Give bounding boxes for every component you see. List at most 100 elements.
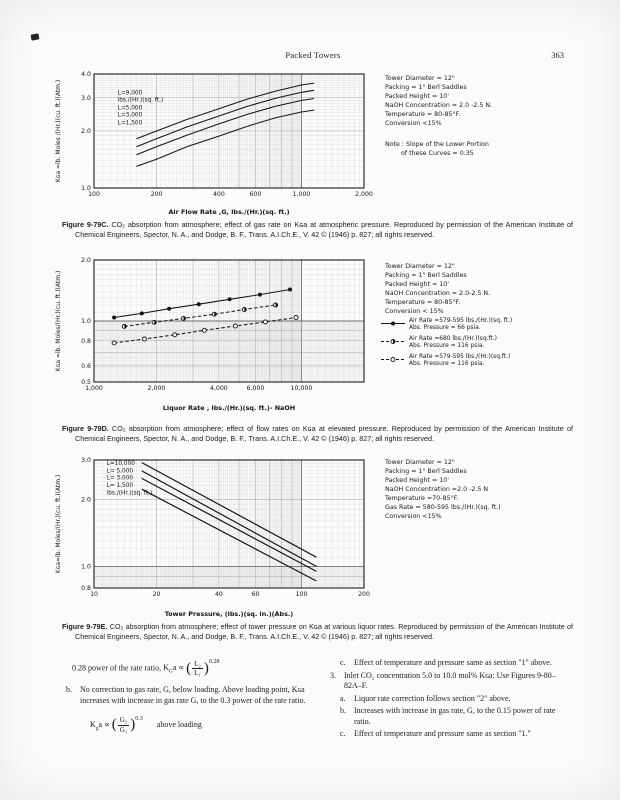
- open-circle-marker-icon: [380, 354, 406, 369]
- text-line: NaOH Concentration = 2.0 -2.5 N.: [385, 102, 493, 109]
- figure-9-79e-caption: Figure 9-79E. CO₂ absorption from atmosp…: [62, 622, 573, 641]
- list-item: b. Increases with increase in gas rate, G…: [340, 706, 568, 727]
- legend-line1: Air Rate =579-595 lbs./(Hr.)(sq.ft.): [409, 353, 511, 360]
- svg-text:2.0: 2.0: [81, 497, 91, 504]
- text-line: Packing = 1" Berl Saddles: [385, 272, 467, 279]
- figure-9-79d-legend: Air Rate =579-595 lbs./(Hr.)(sq. ft.) Abs…: [380, 318, 572, 371]
- figure-9-79d-conditions: Tower Diameter = 12" Packing = 1" Berl Sa…: [385, 262, 571, 316]
- svg-text:100: 100: [88, 191, 100, 198]
- svg-text:Air Flow Rate ,G, lbs./(Hr.)(s: Air Flow Rate ,G, lbs./(Hr.)(sq. ft.): [168, 208, 289, 216]
- caption-label: Figure 9-79D.: [62, 424, 109, 433]
- filled-circle-marker-icon: [380, 318, 406, 333]
- legend-entry: Air Rate =579-595 lbs./(Hr.)(sq. ft.) Abs…: [380, 318, 572, 333]
- svg-text:400: 400: [213, 191, 225, 198]
- list-text: No correction to gas rate, G, below load…: [80, 685, 306, 705]
- figure-9-79d-chart: 1,000 2,000 4,000 6,000 10,000 0.5 0.6 0.8 1.0 2.…: [55, 257, 365, 412]
- caption-label: Figure 9-79E.: [62, 622, 108, 631]
- list-marker: 3.: [330, 670, 336, 680]
- svg-text:L=10,000: L=10,000: [107, 461, 136, 467]
- svg-text:L= 3,000: L= 3,000: [107, 476, 134, 482]
- text-line: Temperature = 80-85°F.: [385, 299, 461, 306]
- open-paren: (: [186, 660, 192, 677]
- caption-text: CO₂ absorption from atmosphere; effect o…: [75, 622, 574, 641]
- text-line: NaOH Concentration = 2.0-2.5 N.: [385, 290, 491, 297]
- svg-text:2.0: 2.0: [81, 128, 91, 135]
- svg-text:1.0: 1.0: [81, 564, 91, 571]
- text-line: Tower Diameter = 12": [385, 75, 455, 82]
- svg-text:1,000: 1,000: [293, 191, 311, 198]
- list-marker: b.: [340, 706, 346, 715]
- svg-text:L= 5,000: L= 5,000: [107, 468, 134, 474]
- list-marker: b.: [66, 685, 72, 695]
- list-item: 3. Inlet CO₂ concentration 5.0 to 10.0 mo…: [330, 671, 568, 692]
- figure-9-79c-caption: Figure 9-79C. CO₂ absorption from atmosp…: [62, 220, 573, 239]
- list-text: Liquor rate correction follows section "…: [354, 693, 511, 703]
- text-line: of these Curves = 0.35: [401, 150, 474, 157]
- legend-line2: Abs. Pressure = 116 psia.: [409, 361, 485, 368]
- list-item: a. Liquor rate correction follows section…: [340, 694, 568, 705]
- list-item: c. Effect of temperature and pressure sam…: [340, 729, 568, 740]
- svg-text:10: 10: [90, 591, 98, 598]
- svg-text:20: 20: [153, 591, 161, 598]
- svg-text:lbs./(Hr.)(sq. ft.): lbs./(Hr.)(sq. ft.): [118, 98, 164, 104]
- ratio-fraction: G₂ G₁: [117, 716, 130, 734]
- svg-text:Tower Pressure, (lbs.)(sq. in.: Tower Pressure, (lbs.)(sq. in.)(Abs.): [165, 610, 294, 618]
- text-column-right: c. Effect of temperature and pressure sam…: [330, 658, 568, 742]
- page-number: 363: [551, 50, 564, 60]
- svg-text:0.5: 0.5: [81, 379, 91, 386]
- figure-9-79c-chart: 100 200 400 600 1,000 2,000 1.0 2.0 3.0 4.0 L=9,00…: [55, 71, 373, 216]
- text-line: Conversion < 15%: [385, 308, 444, 315]
- kga-term: KGa ∝: [163, 663, 185, 675]
- svg-text:Kɢa =lb. Moles /(Hr.)(cu. ft.): Kɢa =lb. Moles /(Hr.)(cu. ft.)(Atm.): [55, 80, 62, 183]
- caption-label: Figure 9-79C.: [62, 220, 109, 229]
- formula-prefix: 0.28 power of the rate ratio,: [72, 663, 162, 673]
- svg-text:100: 100: [296, 591, 308, 598]
- list-item-b: b. No correction to gas rate, G, below l…: [66, 685, 318, 706]
- list-text: Inlet CO₂ concentration 5.0 to 10.0 mol%…: [344, 670, 556, 691]
- svg-text:40: 40: [215, 591, 223, 598]
- list-marker: c.: [340, 658, 346, 667]
- svg-text:Kɢa=lb. Moles/(Hr.)(cu. ft.)(A: Kɢa=lb. Moles/(Hr.)(cu. ft.)(Atm.): [55, 475, 62, 574]
- svg-text:4.0: 4.0: [81, 71, 91, 78]
- open-paren: (: [111, 716, 117, 733]
- figure-9-79c-conditions: Tower Diameter = 12" Packing = 1" Berl Sa…: [385, 74, 571, 128]
- legend-entry: Air Rate =680 lbs./(Hr.)(sq.ft.) Abs. Pre…: [380, 336, 572, 351]
- list-text: Effect of temperature and pressure same …: [354, 658, 552, 667]
- svg-text:2,000: 2,000: [148, 385, 166, 392]
- running-head: Packed Towers 363: [62, 50, 564, 62]
- figure-9-79e-conditions: Tower Diameter = 12" Packing = 1" Berl Sa…: [385, 458, 571, 521]
- svg-text:200: 200: [151, 191, 163, 198]
- formula-note: above loading: [156, 719, 202, 729]
- ratio-fraction: L₂ L₁: [192, 660, 203, 678]
- text-line: Tower Diameter = 12": [385, 459, 455, 466]
- svg-text:Liquor Rate , lbs./(Hr.)(sq. f: Liquor Rate , lbs./(Hr.)(sq. ft.)- NaOH: [163, 404, 295, 412]
- page-title: Packed Towers: [285, 50, 341, 60]
- half-circle-marker-icon: [380, 336, 406, 351]
- svg-text:6,000: 6,000: [247, 385, 265, 392]
- svg-text:1,000: 1,000: [85, 385, 103, 392]
- svg-text:200: 200: [358, 591, 370, 598]
- liquor-ratio-formula: 0.28 power of the rate ratio, KGa ∝ (L₂ L…: [72, 659, 318, 678]
- text-line: Gas Rate = 580-595 lbs./(Hr.)(sq. ft.): [385, 504, 501, 511]
- text-line: Conversion <15%: [385, 513, 442, 520]
- svg-text:60: 60: [252, 591, 260, 598]
- text-line: Packing = 1" Berl Saddles: [385, 468, 467, 475]
- svg-text:3.0: 3.0: [81, 457, 91, 464]
- figure-9-79c-note: Note : Slope of the Lower Portion of thes…: [385, 140, 571, 158]
- svg-text:L= 1,500: L= 1,500: [107, 483, 134, 489]
- svg-text:L=5,000: L=5,000: [118, 105, 143, 111]
- list-text: Increases with increase in gas rate, G, …: [354, 706, 556, 726]
- text-line: Packed Height = 10': [385, 477, 449, 484]
- svg-text:1.0: 1.0: [81, 185, 91, 192]
- list-item: c. Effect of temperature and pressure sam…: [340, 658, 568, 669]
- svg-text:L=3,000: L=3,000: [118, 113, 143, 119]
- svg-text:2.0: 2.0: [81, 257, 91, 264]
- kga-term: Kga ∝: [90, 719, 110, 732]
- svg-text:L=1,500: L=1,500: [118, 120, 143, 126]
- list-marker: c.: [340, 729, 346, 738]
- svg-text:lbs./(Hr.)(sq. ft.): lbs./(Hr.)(sq. ft.): [107, 491, 153, 497]
- legend-line1: Air Rate =680 lbs./(Hr.)(sq.ft.): [409, 335, 497, 342]
- scan-artifact: [30, 33, 40, 41]
